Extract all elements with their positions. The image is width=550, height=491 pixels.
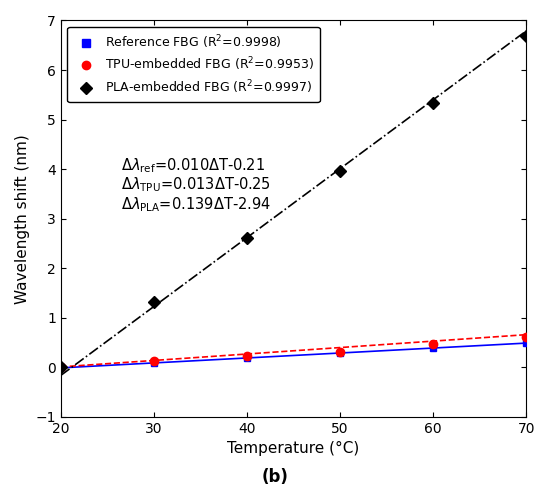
Text: $\Delta\lambda_{\mathrm{TPU}}$=0.013$\Delta$T-0.25: $\Delta\lambda_{\mathrm{TPU}}$=0.013$\De…: [122, 176, 271, 194]
Text: $\Delta\lambda_{\mathrm{ref}}$=0.010$\Delta$T-0.21: $\Delta\lambda_{\mathrm{ref}}$=0.010$\De…: [122, 156, 265, 174]
Legend: Reference FBG (R$^2$=0.9998), TPU-embedded FBG (R$^2$=0.9953), PLA-embedded FBG : Reference FBG (R$^2$=0.9998), TPU-embedd…: [67, 27, 320, 102]
Y-axis label: Wavelength shift (nm): Wavelength shift (nm): [15, 134, 30, 303]
X-axis label: Temperature (°C): Temperature (°C): [228, 441, 360, 456]
Text: $\Delta\lambda_{\mathrm{PLA}}$=0.139$\Delta$T-2.94: $\Delta\lambda_{\mathrm{PLA}}$=0.139$\De…: [122, 195, 271, 214]
Text: (b): (b): [262, 468, 288, 486]
